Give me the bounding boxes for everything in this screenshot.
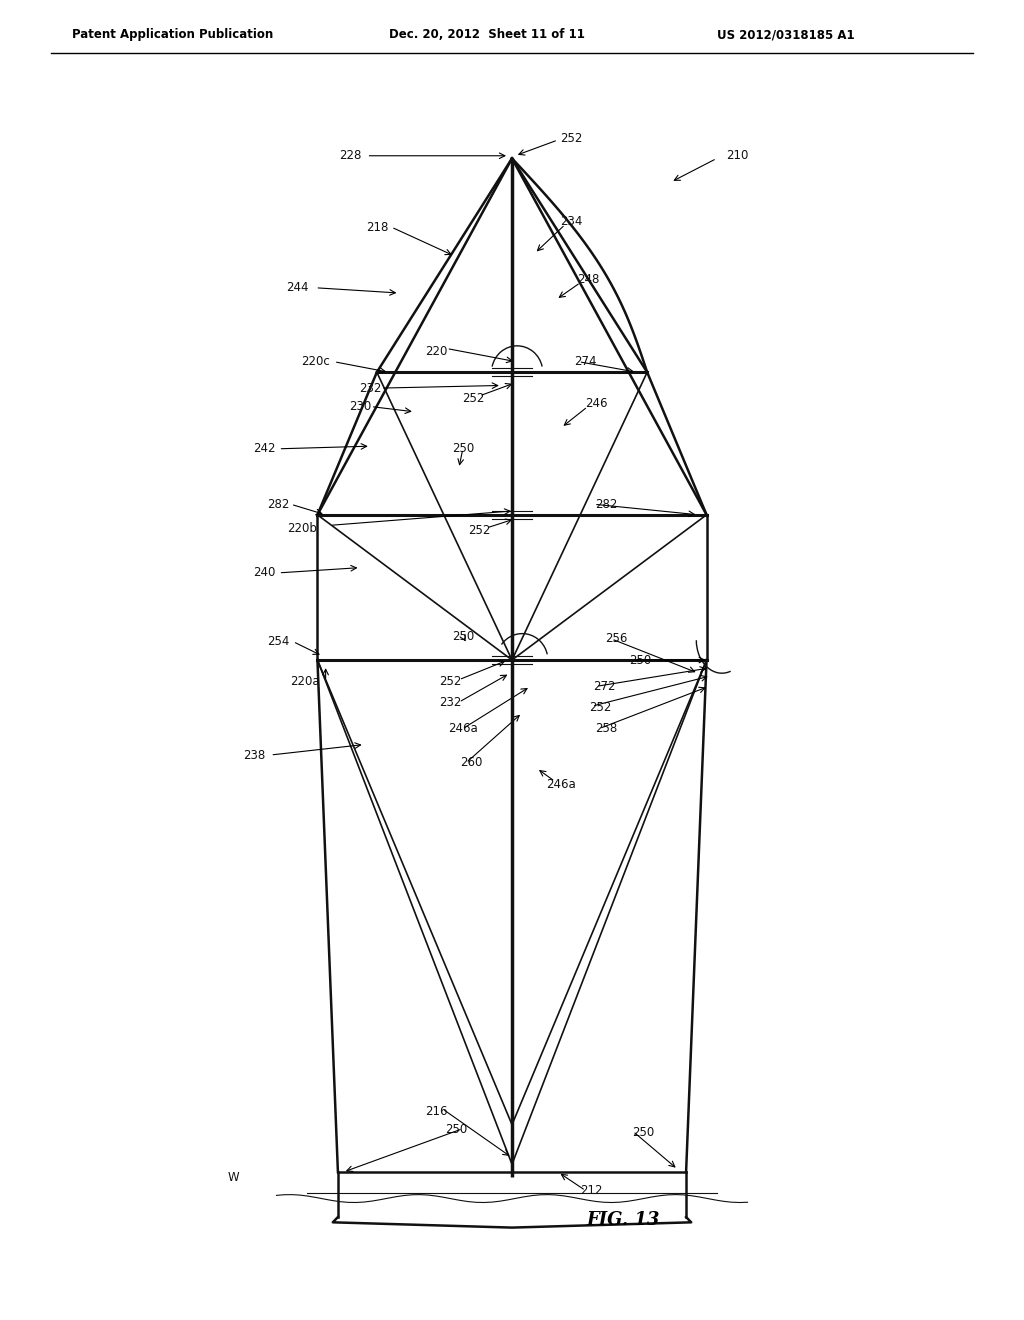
Text: 250: 250 bbox=[629, 653, 651, 667]
Text: 258: 258 bbox=[595, 722, 617, 735]
Text: 218: 218 bbox=[366, 220, 388, 234]
Text: 252: 252 bbox=[560, 132, 583, 145]
Text: 246a: 246a bbox=[546, 777, 577, 791]
Text: Patent Application Publication: Patent Application Publication bbox=[72, 29, 273, 41]
Text: US 2012/0318185 A1: US 2012/0318185 A1 bbox=[717, 29, 854, 41]
Text: 252: 252 bbox=[439, 675, 462, 688]
Text: 240: 240 bbox=[253, 566, 275, 579]
Text: 252: 252 bbox=[468, 524, 490, 537]
Text: 220a: 220a bbox=[291, 675, 319, 688]
Text: 246: 246 bbox=[585, 397, 607, 411]
Text: 250: 250 bbox=[445, 1123, 468, 1137]
Text: 274: 274 bbox=[574, 355, 597, 368]
Text: 252: 252 bbox=[589, 701, 611, 714]
Text: 234: 234 bbox=[560, 215, 583, 228]
Text: 232: 232 bbox=[359, 381, 382, 395]
Text: 220c: 220c bbox=[301, 355, 330, 368]
Text: 228: 228 bbox=[339, 149, 361, 162]
Text: 216: 216 bbox=[425, 1105, 447, 1118]
Text: 250: 250 bbox=[452, 630, 474, 643]
Text: 230: 230 bbox=[349, 400, 372, 413]
Text: 232: 232 bbox=[439, 696, 462, 709]
Text: 248: 248 bbox=[578, 273, 600, 286]
Text: 250: 250 bbox=[632, 1126, 654, 1139]
Text: 282: 282 bbox=[595, 498, 617, 511]
Text: 244: 244 bbox=[286, 281, 308, 294]
Text: 220: 220 bbox=[425, 345, 447, 358]
Text: Dec. 20, 2012  Sheet 11 of 11: Dec. 20, 2012 Sheet 11 of 11 bbox=[389, 29, 585, 41]
Text: 238: 238 bbox=[243, 748, 265, 762]
Text: 252: 252 bbox=[462, 392, 484, 405]
Text: 256: 256 bbox=[605, 632, 628, 645]
Text: 242: 242 bbox=[253, 442, 275, 455]
Text: W: W bbox=[227, 1171, 240, 1184]
Text: 272: 272 bbox=[593, 680, 615, 693]
Text: 212: 212 bbox=[581, 1184, 603, 1197]
Text: 246a: 246a bbox=[447, 722, 478, 735]
Text: 260: 260 bbox=[460, 756, 482, 770]
Text: 282: 282 bbox=[267, 498, 290, 511]
Text: 220b: 220b bbox=[287, 521, 317, 535]
Text: 250: 250 bbox=[452, 442, 474, 455]
Text: FIG. 13: FIG. 13 bbox=[587, 1210, 660, 1229]
Text: 254: 254 bbox=[267, 635, 290, 648]
Text: 210: 210 bbox=[726, 149, 749, 162]
